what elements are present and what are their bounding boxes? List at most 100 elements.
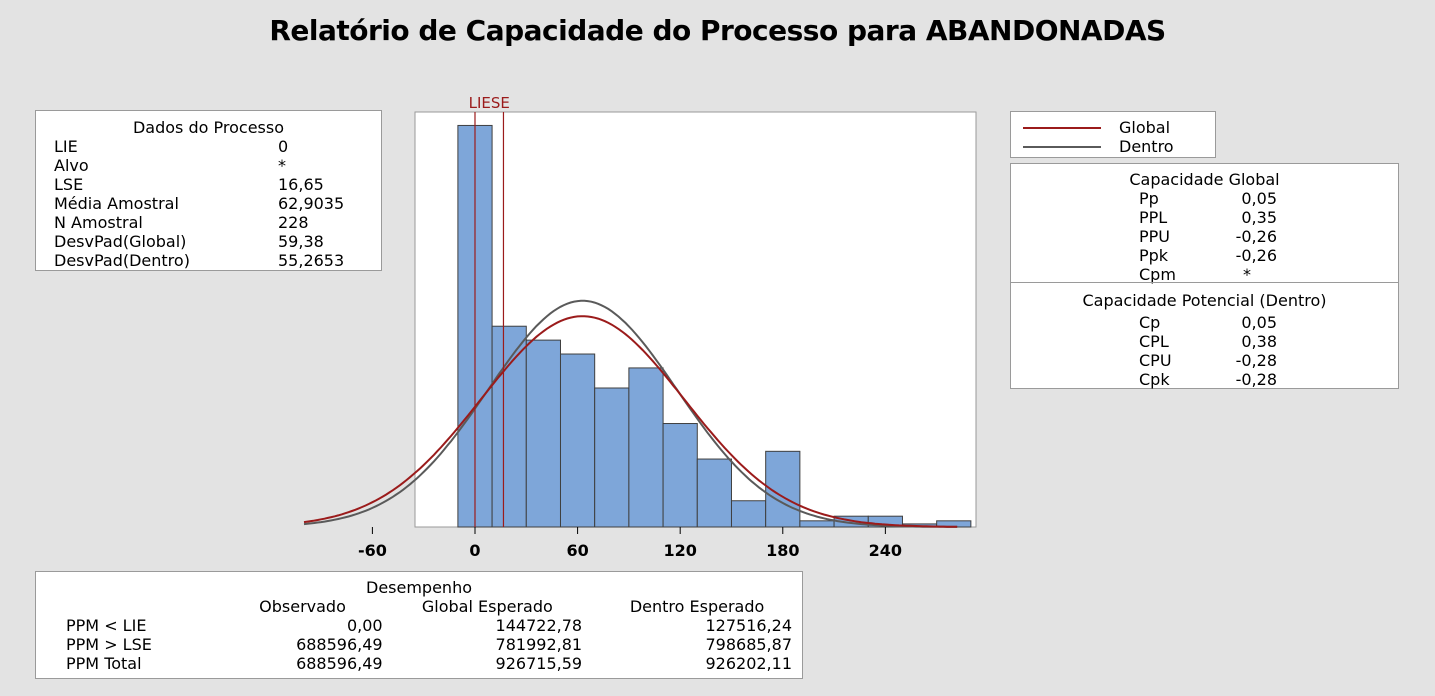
histogram-bar <box>799 520 835 528</box>
performance-header-row: Observado Global Esperado Dentro Esperado <box>66 597 802 616</box>
x-tick-label: -60 <box>358 541 387 560</box>
overall-capability-row: Pp 0,05 <box>1139 189 1277 208</box>
performance-row-label: PPM Total <box>66 654 142 673</box>
x-tick-label: 0 <box>469 541 480 560</box>
process-data-value: 62,9035 <box>278 194 345 213</box>
legend-dentro-swatch <box>1023 146 1101 148</box>
performance-row: PPM > LSE 688596,49 781992,81 798685,87 <box>66 635 802 654</box>
potential-capability-header: Capacidade Potencial (Dentro) <box>1082 291 1327 310</box>
performance-row: PPM Total 688596,49 926715,59 926202,11 <box>66 654 802 673</box>
process-data-value: 228 <box>278 213 309 232</box>
process-data-row: Média Amostral 62,9035 <box>54 194 344 213</box>
process-data-value: 16,65 <box>278 175 324 194</box>
process-data-label: LIE <box>54 137 78 156</box>
histogram-bar <box>491 325 527 528</box>
overall-capability-value: -0,26 <box>1235 246 1277 265</box>
performance-cell: 926202,11 <box>705 654 792 673</box>
performance-cell: 798685,87 <box>705 635 792 654</box>
process-data-value: 55,2653 <box>278 251 345 270</box>
potential-capability-value: -0,28 <box>1235 351 1277 370</box>
performance-cell: 926715,59 <box>495 654 583 673</box>
report-title: Relatório de Capacidade do Processo para… <box>269 14 1166 47</box>
process-data-row: DesvPad(Dentro) 55,2653 <box>54 251 344 270</box>
histogram-bar <box>559 353 596 528</box>
histogram-bar <box>696 458 732 528</box>
performance-column-header: Global Esperado <box>421 597 553 616</box>
process-data-panel: Dados do Processo LIE 0 Alvo * LSE 16,65 Média… <box>35 110 382 271</box>
legend-global-label: Global <box>1119 118 1171 137</box>
process-data-value: 59,38 <box>278 232 324 251</box>
histogram-bar <box>594 387 630 528</box>
histogram-bar <box>730 500 767 528</box>
overall-capability-value: 0,05 <box>1241 189 1277 208</box>
overall-capability-value: 0,35 <box>1241 208 1277 227</box>
distribution-curves <box>303 299 958 528</box>
process-data-table: LIE 0 Alvo * LSE 16,65 Média Amostral 62,9035 N … <box>54 137 344 270</box>
curve-dentro <box>303 299 958 528</box>
x-tick-label: 120 <box>663 541 696 560</box>
histogram-bar <box>525 339 561 528</box>
potential-capability-label: Cp <box>1139 313 1161 332</box>
spec-limit-lines: LIESE <box>469 94 510 527</box>
potential-capability-row: Cpk -0,28 <box>1139 370 1277 389</box>
potential-capability-label: CPU <box>1139 351 1172 370</box>
process-data-row: DesvPad(Global) 59,38 <box>54 232 344 251</box>
spec-limit-label: LIESE <box>469 94 510 112</box>
overall-capability-row: Cpm * <box>1139 265 1277 284</box>
performance-cell: 0,00 <box>346 616 383 635</box>
performance-row-label: PPM < LIE <box>66 616 147 635</box>
potential-capability-row: CPU -0,28 <box>1139 351 1277 370</box>
potential-capability-table: Cp 0,05 CPL 0,38 CPU -0,28 Cpk -0,28 <box>1139 313 1277 389</box>
process-data-label: LSE <box>54 175 84 194</box>
process-data-row: N Amostral 228 <box>54 213 344 232</box>
potential-capability-value: 0,38 <box>1241 332 1277 351</box>
overall-capability-label: Cpm <box>1139 265 1176 284</box>
x-tick-label: 240 <box>869 541 902 560</box>
x-axis-ticks: -60 0 60 120 180 240 <box>358 527 902 560</box>
histogram-bar <box>628 367 664 528</box>
overall-capability-value: * <box>1243 265 1251 284</box>
performance-header: Desempenho <box>366 578 472 597</box>
legend-dentro-label: Dentro <box>1119 137 1174 156</box>
performance-cell: 688596,49 <box>296 654 383 673</box>
process-data-value: 0 <box>278 137 289 156</box>
capability-divider <box>1011 282 1398 283</box>
overall-capability-row: PPL 0,35 <box>1139 208 1277 227</box>
performance-row-label: PPM > LSE <box>66 635 152 654</box>
legend: Global Dentro <box>1010 111 1216 158</box>
performance-table: Observado Global Esperado Dentro Esperado P… <box>66 597 802 673</box>
overall-capability-label: Pp <box>1139 189 1159 208</box>
overall-capability-row: Ppk -0,26 <box>1139 246 1277 265</box>
process-data-row: LIE 0 <box>54 137 344 156</box>
process-data-label: DesvPad(Global) <box>54 232 187 251</box>
process-data-header: Dados do Processo <box>132 118 284 137</box>
potential-capability-row: Cp 0,05 <box>1139 313 1277 332</box>
performance-row: PPM < LIE 0,00 144722,78 127516,24 <box>66 616 802 635</box>
performance-cell: 127516,24 <box>705 616 792 635</box>
performance-cell: 144722,78 <box>495 616 583 635</box>
process-data-row: LSE 16,65 <box>54 175 344 194</box>
potential-capability-value: -0,28 <box>1235 370 1277 389</box>
performance-cell: 688596,49 <box>296 635 383 654</box>
overall-capability-table: Pp 0,05 PPL 0,35 PPU -0,26 Ppk -0,26 Cpm * <box>1139 189 1277 284</box>
performance-column-header <box>66 597 208 616</box>
overall-capability-header: Capacidade Global <box>1129 170 1280 189</box>
process-data-label: Alvo <box>54 156 89 175</box>
x-tick-label: 60 <box>566 541 588 560</box>
overall-capability-label: PPL <box>1139 208 1168 227</box>
potential-capability-value: 0,05 <box>1241 313 1277 332</box>
overall-capability-label: PPU <box>1139 227 1171 246</box>
process-data-label: Média Amostral <box>54 194 179 213</box>
process-data-value: * <box>278 156 286 175</box>
capability-panel: Capacidade Global Pp 0,05 PPL 0,35 PPU -0,26 P… <box>1010 163 1399 389</box>
overall-capability-row: PPU -0,26 <box>1139 227 1277 246</box>
curve-global <box>303 315 958 528</box>
histogram-chart: LIESE -60 0 60 120 180 240 <box>303 94 977 560</box>
performance-panel: Desempenho Observado Global Esperado Dentr… <box>35 571 803 679</box>
potential-capability-label: CPL <box>1139 332 1169 351</box>
performance-cell: 781992,81 <box>495 635 583 654</box>
performance-column-header: Observado <box>259 597 346 616</box>
overall-capability-label: Ppk <box>1139 246 1169 265</box>
x-tick-label: 180 <box>766 541 799 560</box>
potential-capability-label: Cpk <box>1139 370 1170 389</box>
